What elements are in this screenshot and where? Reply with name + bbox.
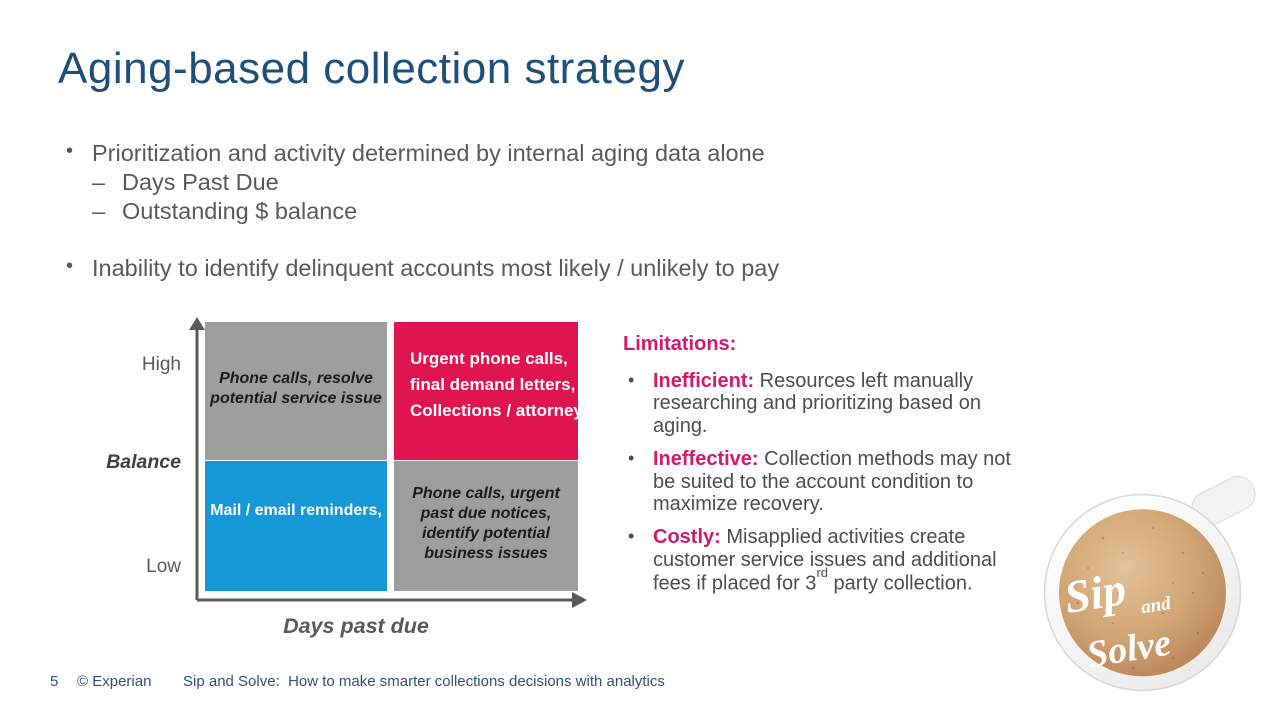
svg-text:Mail / email reminders,: Mail / email reminders,	[210, 502, 382, 519]
svg-text:Phone calls, urgent: Phone calls, urgent	[412, 485, 560, 502]
svg-text:Phone calls, resolve: Phone calls, resolve	[219, 370, 373, 387]
svg-text:final demand letters,: final demand letters,	[410, 375, 575, 394]
svg-text:past due notices,: past due notices,	[420, 505, 552, 522]
svg-text:business issues: business issues	[424, 545, 548, 562]
svg-text:Balance: Balance	[106, 451, 181, 473]
svg-text:identify potential: identify potential	[422, 525, 551, 542]
svg-text:Low: Low	[146, 556, 181, 577]
svg-text:potential service issue: potential service issue	[209, 390, 382, 407]
svg-text:Urgent phone calls,: Urgent phone calls,	[410, 349, 568, 368]
svg-text:High: High	[142, 354, 181, 375]
svg-text:Sip: Sip	[1061, 563, 1130, 623]
svg-text:Days past due: Days past due	[283, 614, 429, 638]
svg-text:Collections / attorney: Collections / attorney	[410, 401, 583, 420]
